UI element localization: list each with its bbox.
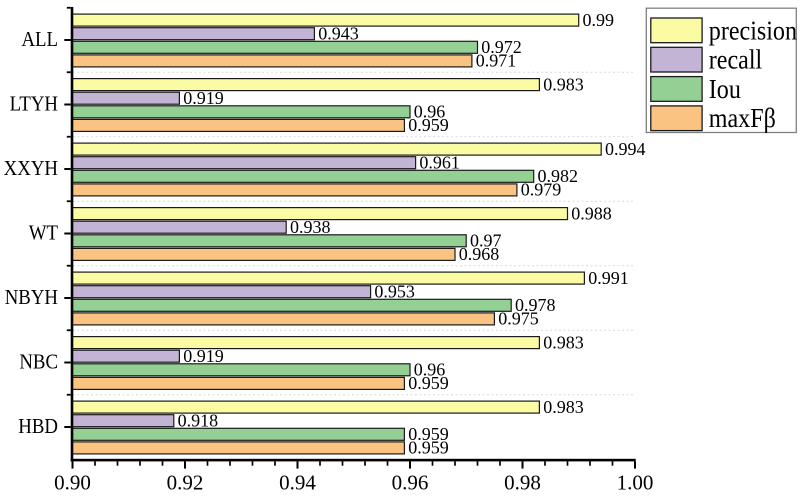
svg-text:HBD: HBD	[18, 415, 58, 438]
svg-text:0.94: 0.94	[279, 471, 316, 493]
svg-text:0.968: 0.968	[459, 244, 500, 264]
svg-text:0.988: 0.988	[571, 203, 612, 223]
svg-text:0.978: 0.978	[515, 295, 556, 315]
svg-text:0.982: 0.982	[538, 166, 579, 186]
svg-text:0.953: 0.953	[374, 282, 415, 302]
svg-text:maxFβ: maxFβ	[709, 103, 776, 134]
svg-text:LTYH: LTYH	[10, 93, 58, 116]
svg-text:0.959: 0.959	[408, 424, 449, 444]
svg-text:0.96: 0.96	[392, 471, 429, 493]
svg-text:0.961: 0.961	[419, 153, 460, 173]
svg-text:0.99: 0.99	[583, 10, 615, 30]
svg-text:recall: recall	[709, 44, 762, 75]
svg-text:0.959: 0.959	[408, 373, 449, 393]
svg-text:0.918: 0.918	[178, 411, 219, 431]
svg-text:0.983: 0.983	[543, 397, 584, 417]
svg-text:0.972: 0.972	[481, 37, 522, 57]
svg-text:1.00: 1.00	[617, 471, 654, 493]
svg-text:0.991: 0.991	[588, 268, 629, 288]
svg-text:0.979: 0.979	[521, 180, 562, 200]
svg-text:0.92: 0.92	[167, 471, 204, 493]
svg-text:0.975: 0.975	[498, 309, 539, 329]
svg-text:XXYH: XXYH	[4, 157, 58, 180]
svg-text:0.90: 0.90	[54, 471, 91, 493]
svg-text:0.983: 0.983	[543, 74, 584, 94]
svg-text:0.983: 0.983	[543, 332, 584, 352]
svg-text:0.971: 0.971	[476, 51, 517, 71]
svg-text:0.96: 0.96	[414, 102, 446, 122]
svg-text:0.919: 0.919	[183, 346, 224, 366]
svg-text:0.959: 0.959	[408, 115, 449, 135]
svg-text:0.994: 0.994	[605, 139, 646, 159]
svg-text:0.96: 0.96	[414, 360, 446, 380]
svg-text:0.98: 0.98	[504, 471, 541, 493]
svg-text:0.959: 0.959	[408, 438, 449, 458]
svg-text:0.938: 0.938	[290, 217, 331, 237]
svg-text:NBYH: NBYH	[5, 286, 58, 309]
svg-text:ALL: ALL	[21, 28, 58, 51]
svg-text:Iou: Iou	[709, 73, 741, 104]
svg-text:NBC: NBC	[19, 351, 58, 374]
svg-text:precision: precision	[709, 15, 797, 46]
svg-text:WT: WT	[29, 222, 58, 245]
svg-text:0.919: 0.919	[183, 88, 224, 108]
svg-text:0.943: 0.943	[318, 24, 359, 44]
svg-text:0.97: 0.97	[470, 231, 502, 251]
